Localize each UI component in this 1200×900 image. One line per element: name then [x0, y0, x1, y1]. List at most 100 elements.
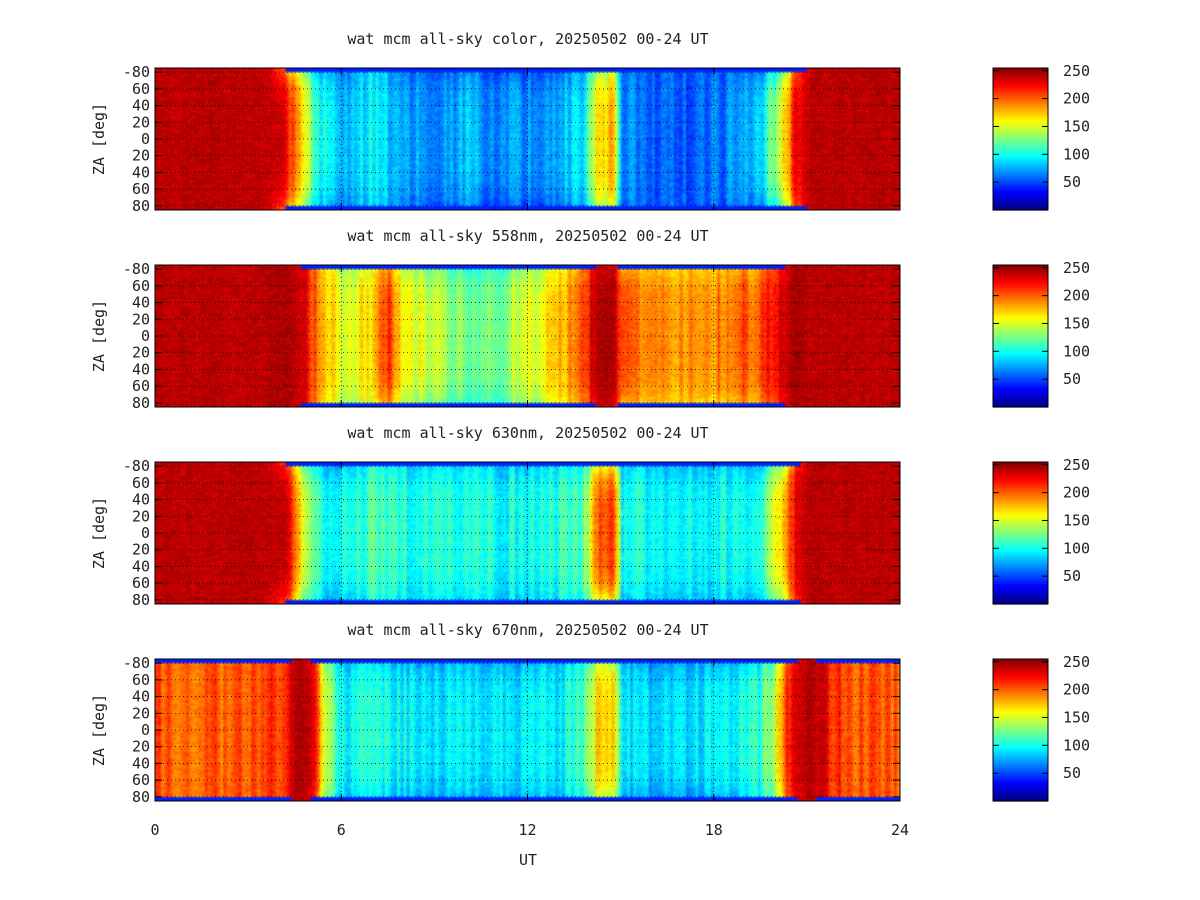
colorbar-band	[993, 152, 1048, 155]
colorbar-band	[993, 774, 1048, 777]
colorbar-band	[993, 355, 1048, 358]
y-tick-label: 20	[132, 541, 150, 559]
colorbar-band	[993, 175, 1048, 178]
colorbar-tick-label: 100	[1063, 736, 1090, 754]
colorbar-band	[993, 187, 1048, 190]
colorbar-band	[993, 705, 1048, 708]
x-tick-label: 12	[518, 821, 536, 839]
colorbar-band	[993, 791, 1048, 793]
colorbar-tick-label: 200	[1063, 681, 1090, 699]
colorbar-band	[993, 310, 1048, 313]
colorbar-band	[993, 400, 1048, 403]
x-tick-label: 6	[337, 821, 346, 839]
colorbar-band	[993, 754, 1048, 757]
colorbar-band	[993, 300, 1048, 303]
y-tick-label: 60	[132, 180, 150, 198]
colorbar-band	[993, 205, 1048, 208]
y-tick-label: 40	[132, 163, 150, 181]
colorbar-band	[993, 501, 1048, 504]
colorbar-band	[993, 696, 1048, 699]
colorbar-band	[993, 523, 1048, 525]
y-tick-label: 60	[132, 377, 150, 395]
colorbar-band	[993, 303, 1048, 306]
colorbar-band	[993, 105, 1048, 108]
y-tick-label: 40	[132, 557, 150, 575]
colorbar-band	[993, 701, 1048, 703]
colorbar-band	[993, 475, 1048, 478]
colorbar-band	[993, 193, 1048, 196]
colorbar-band	[993, 94, 1048, 97]
colorbar-band	[993, 316, 1048, 318]
colorbar-band	[993, 162, 1048, 165]
y-axis-label: ZA [deg]	[90, 300, 108, 372]
y-tick-label: 40	[132, 294, 150, 312]
colorbar-band	[993, 591, 1048, 594]
colorbar-band	[993, 203, 1048, 206]
colorbar-band	[993, 508, 1048, 511]
colorbar-band	[993, 101, 1048, 103]
colorbar-band	[993, 296, 1048, 298]
colorbar-band	[993, 110, 1048, 112]
colorbar-band	[993, 470, 1048, 473]
colorbar-band	[993, 594, 1048, 596]
colorbar-band	[993, 660, 1048, 662]
colorbar-band	[993, 391, 1048, 394]
colorbar-band	[993, 665, 1048, 668]
colorbar-band	[993, 504, 1048, 506]
colorbar-band	[993, 292, 1048, 295]
colorbar-band	[993, 690, 1048, 692]
colorbar-band	[993, 283, 1048, 286]
y-tick-label: 40	[132, 360, 150, 378]
y-tick-label: 60	[132, 771, 150, 789]
colorbar-band	[993, 692, 1048, 694]
colorbar-band	[993, 106, 1048, 109]
colorbar-band	[993, 585, 1048, 587]
colorbar-band	[993, 748, 1048, 751]
colorbar-band	[993, 518, 1048, 521]
colorbar-band	[993, 572, 1048, 575]
x-tick-label: 0	[150, 821, 159, 839]
y-tick-label: 60	[132, 671, 150, 689]
x-tick-label: 24	[891, 821, 909, 839]
colorbar-band	[993, 714, 1048, 717]
colorbar-band	[993, 302, 1048, 305]
colorbar-band	[993, 731, 1048, 733]
colorbar-band	[993, 784, 1048, 787]
colorbar-band	[993, 716, 1048, 719]
colorbar-band	[993, 388, 1048, 390]
colorbar-band	[993, 301, 1048, 304]
colorbar-band	[993, 181, 1048, 183]
colorbar-band	[993, 319, 1048, 322]
colorbar-band	[993, 121, 1048, 123]
colorbar-band	[993, 307, 1048, 309]
colorbar-band	[993, 717, 1048, 720]
colorbar-band	[993, 736, 1048, 739]
colorbar-band	[993, 273, 1048, 276]
colorbar-band	[993, 477, 1048, 480]
panel-title: wat mcm all-sky color, 20250502 00-24 UT	[347, 30, 708, 48]
colorbar-band	[993, 84, 1048, 87]
colorbar-band	[993, 293, 1048, 296]
colorbar-band	[993, 71, 1048, 74]
colorbar-band	[993, 476, 1048, 479]
colorbar-frame	[992, 264, 1049, 408]
colorbar-band	[993, 734, 1048, 737]
colorbar-band	[993, 70, 1048, 72]
colorbar-band	[993, 347, 1048, 349]
colorbar-band	[993, 348, 1048, 350]
colorbar-band	[993, 765, 1048, 768]
colorbar-band	[993, 290, 1048, 293]
colorbar-band	[993, 524, 1048, 526]
colorbar-tick-label: 50	[1063, 173, 1081, 191]
colorbar-band	[993, 171, 1048, 173]
colorbar: 50 100 150 200 250	[992, 259, 1090, 408]
colorbar-band	[993, 82, 1048, 85]
colorbar-band	[993, 265, 1048, 267]
colorbar-band	[993, 779, 1048, 782]
colorbar-band	[993, 349, 1048, 352]
colorbar-band	[993, 360, 1048, 363]
colorbar-band	[993, 469, 1048, 472]
colorbar-band	[993, 282, 1048, 285]
colorbar-band	[993, 558, 1048, 561]
colorbar-band	[993, 368, 1048, 370]
